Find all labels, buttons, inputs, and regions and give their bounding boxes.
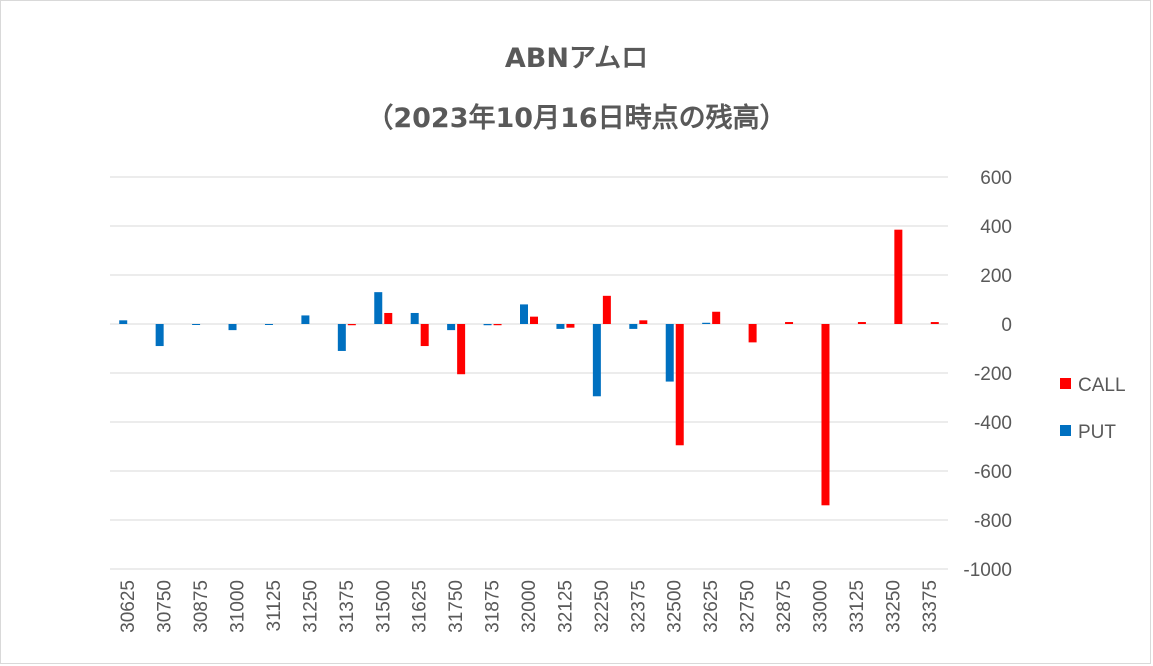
x-tick-label: 31000	[228, 580, 249, 633]
x-tick-label: 31125	[264, 580, 285, 631]
bar-call-32000	[530, 316, 538, 324]
bar-call-32250	[602, 295, 611, 324]
bar-put-31125	[264, 324, 273, 325]
y-tick-label: 400	[980, 217, 1012, 238]
bar-call-31750	[457, 324, 466, 375]
chart-subtitle: （2023年10月16日時点の残高）	[366, 103, 787, 134]
x-tick-label: 33250	[883, 580, 904, 633]
bar-put-30875	[192, 324, 201, 325]
legend-swatch-call	[1060, 378, 1071, 389]
bar-call-32875	[785, 322, 794, 324]
bar-put-32500	[665, 324, 674, 382]
x-tick-label: 31875	[483, 580, 504, 633]
bars	[119, 229, 939, 506]
y-tick-label: -400	[974, 413, 1012, 434]
bar-put-32000	[520, 304, 528, 324]
bar-put-32625	[702, 322, 711, 324]
bar-put-30625	[119, 320, 128, 324]
bar-put-31375	[337, 324, 346, 351]
bar-put-31500	[374, 292, 383, 324]
bar-put-31000	[228, 324, 237, 331]
bar-call-31875	[493, 324, 502, 326]
bar-call-32625	[712, 311, 721, 324]
x-tick-label: 32625	[701, 580, 722, 633]
x-tick-label: 30750	[155, 580, 176, 633]
x-tick-label: 31625	[410, 580, 431, 633]
y-tick-label: 200	[980, 266, 1012, 287]
bar-put-31625	[410, 312, 419, 324]
x-tick-label: 33375	[920, 580, 941, 633]
bar-put-32125	[556, 324, 565, 329]
y-tick-label: -600	[974, 462, 1012, 483]
x-tick-label: 32250	[592, 580, 613, 633]
y-tick-label: -200	[974, 364, 1012, 385]
legend-label-put: PUT	[1078, 422, 1116, 443]
x-tick-label: 31500	[373, 580, 394, 633]
gridlines	[110, 176, 948, 570]
bar-call-33000	[821, 324, 830, 506]
bar-call-33250	[894, 229, 903, 324]
bar-call-31625	[420, 324, 429, 347]
bar-call-32125	[566, 324, 575, 328]
legend-label-call: CALL	[1078, 375, 1126, 396]
legend: CALL PUT	[1060, 375, 1126, 443]
x-tick-label: 33125	[847, 580, 868, 633]
bar-put-31875	[483, 324, 492, 326]
x-tick-label: 31750	[446, 580, 467, 633]
y-tick-label: -1000	[963, 560, 1012, 581]
bar-call-31375	[347, 324, 356, 326]
x-tick-label: 30875	[191, 580, 212, 633]
bar-put-32375	[629, 324, 638, 329]
y-tick-label: 600	[980, 168, 1012, 189]
y-tick-label: -800	[974, 511, 1012, 532]
y-axis-ticks: 600 400 200 0 -200 -400 -600 -800 -1000	[963, 168, 1012, 581]
y-tick-label: 0	[1001, 315, 1012, 336]
chart-title: ABNアムロ	[504, 43, 649, 74]
x-tick-label: 32875	[774, 580, 795, 633]
bar-put-31750	[447, 324, 456, 331]
x-tick-label: 32375	[628, 580, 649, 633]
bar-put-31250	[301, 315, 310, 324]
x-tick-label: 32000	[519, 580, 540, 633]
x-axis-ticks: 30625 30750 30875 31000 31125 31250 31375 31500…	[118, 580, 941, 633]
bar-call-32500	[675, 324, 684, 446]
x-tick-label: 31250	[300, 580, 321, 633]
legend-swatch-put	[1060, 425, 1071, 436]
x-tick-label: 33000	[810, 580, 831, 633]
bar-put-32250	[592, 324, 601, 397]
x-tick-label: 30625	[118, 580, 139, 633]
x-tick-label: 32500	[665, 580, 686, 633]
x-tick-label: 32125	[555, 580, 576, 633]
bar-call-33375	[930, 322, 939, 324]
bar-call-32750	[748, 324, 757, 343]
x-tick-label: 32750	[738, 580, 759, 633]
bar-call-31500	[384, 312, 393, 324]
bar-call-32375	[639, 320, 648, 324]
bar-call-33125	[857, 322, 866, 324]
bar-put-30750	[155, 324, 164, 347]
x-tick-label: 31375	[337, 580, 358, 633]
